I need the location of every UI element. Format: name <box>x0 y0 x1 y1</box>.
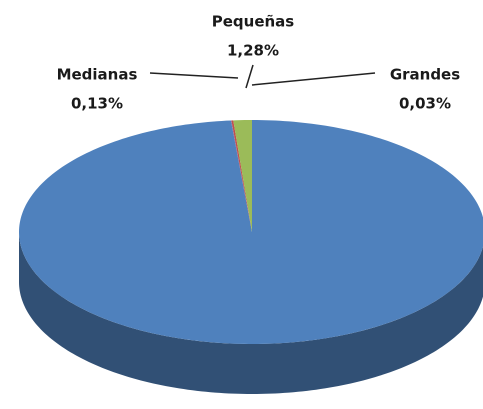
leader-line <box>149 72 239 79</box>
labels: Grandes 0,03% Medianas 0,13% Pequeñas 1,28% <box>57 13 461 113</box>
pie-slice <box>19 120 483 344</box>
data-label: 1,28% <box>227 42 279 60</box>
category-label: Grandes <box>390 66 460 84</box>
pie-slice <box>233 120 252 232</box>
category-label: Pequeñas <box>212 13 295 31</box>
leader-line <box>245 64 254 89</box>
pie-slice <box>230 120 252 232</box>
pie <box>19 120 483 394</box>
pie-slice <box>231 120 252 232</box>
category-label: Medianas <box>57 66 138 84</box>
data-label: 0,03% <box>399 95 451 113</box>
pie-side <box>19 232 483 394</box>
leader-line <box>251 72 376 86</box>
data-label: 0,13% <box>71 95 123 113</box>
